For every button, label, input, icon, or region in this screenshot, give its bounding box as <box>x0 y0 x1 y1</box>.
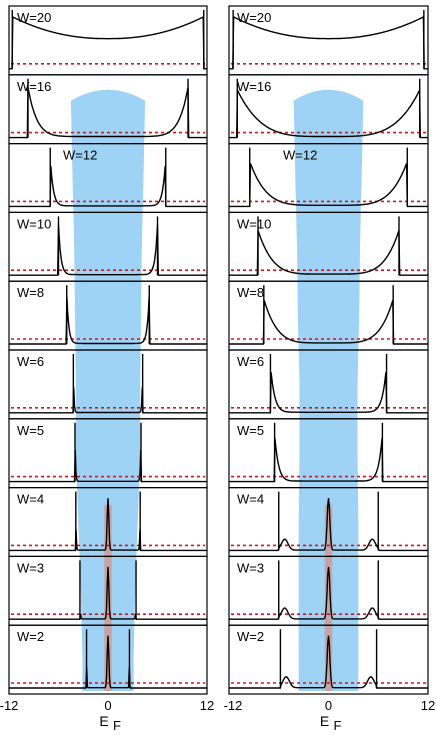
panel-frame <box>228 624 429 695</box>
dos-curve <box>9 225 207 276</box>
panel-label: W=3 <box>237 560 264 575</box>
panel-right-W10: W=10 <box>228 211 429 282</box>
x-tick-label: 0 <box>325 698 332 713</box>
dos-curve <box>229 230 428 276</box>
panel-label: W=5 <box>17 423 44 438</box>
panel-label: W=20 <box>237 10 271 25</box>
panel-label: W=12 <box>63 148 97 163</box>
panel-right-W20: W=20 <box>228 5 429 76</box>
panel-right-W2: W=2 <box>228 624 429 695</box>
panel-label: W=5 <box>237 423 264 438</box>
band-left <box>70 89 146 692</box>
dos-curve <box>229 163 428 208</box>
dos-curve <box>229 89 428 139</box>
panel-right-W16: W=16 <box>228 74 429 145</box>
panel-label: W=10 <box>237 216 271 231</box>
dos-curve <box>229 566 428 620</box>
dos-curve <box>9 635 207 689</box>
dos-curve <box>9 166 207 208</box>
panel-label: W=6 <box>237 354 264 369</box>
x-tick-label: -12 <box>0 698 18 713</box>
dos-curve <box>229 498 428 552</box>
panel-label: W=6 <box>17 354 44 369</box>
dos-curve <box>229 372 428 414</box>
panel-left-W20: W=20 <box>8 5 208 76</box>
x-tick-label: -12 <box>224 698 243 713</box>
ef-strip-left <box>104 504 112 691</box>
panel-label: W=3 <box>17 560 44 575</box>
x-axis-label: E <box>99 713 108 729</box>
panel-label: W=12 <box>283 148 317 163</box>
panel-label: W=10 <box>17 216 51 231</box>
panel-label: W=2 <box>17 629 44 644</box>
x-axis-label-subscript: F <box>113 718 121 733</box>
dos-curve <box>9 387 207 414</box>
x-tick-label: 0 <box>104 698 111 713</box>
panel-left-W4: W=4 <box>8 487 208 558</box>
x-axis-label-subscript: F <box>334 718 342 733</box>
x-tick-label: 12 <box>421 698 435 713</box>
panel-left-W5: W=5 <box>8 418 208 489</box>
dos-curve <box>229 438 428 483</box>
panel-left-W3: W=3 <box>8 555 208 626</box>
panel-right-W12: W=12 <box>228 143 429 214</box>
dos-curve <box>9 450 207 483</box>
panel-label: W=8 <box>237 285 264 300</box>
panel-label: W=2 <box>237 629 264 644</box>
dos-curve <box>9 297 207 345</box>
panel-label: W=16 <box>17 79 51 94</box>
dos-curve <box>9 87 207 139</box>
panel-label: W=8 <box>17 285 44 300</box>
dos-curve <box>9 15 207 70</box>
dos-curve <box>229 635 428 689</box>
panel-label: W=16 <box>237 79 271 94</box>
dos-curve <box>229 300 428 345</box>
dos-curve <box>9 498 207 552</box>
band-right <box>293 89 364 692</box>
panel-left-W2: W=2 <box>8 624 208 695</box>
panel-label: W=4 <box>237 492 264 507</box>
panel-right-W3: W=3 <box>228 555 429 626</box>
panel-frame <box>8 624 208 695</box>
x-axis-label: E <box>320 713 329 729</box>
panel-left-W8: W=8 <box>8 280 208 351</box>
panel-label: W=4 <box>17 492 44 507</box>
panel-label: W=20 <box>17 10 51 25</box>
ef-strip-right <box>324 504 333 691</box>
panel-right-W5: W=5 <box>228 418 429 489</box>
dos-curve <box>229 15 428 70</box>
x-tick-label: 12 <box>200 698 214 713</box>
dos-curve <box>9 566 207 620</box>
